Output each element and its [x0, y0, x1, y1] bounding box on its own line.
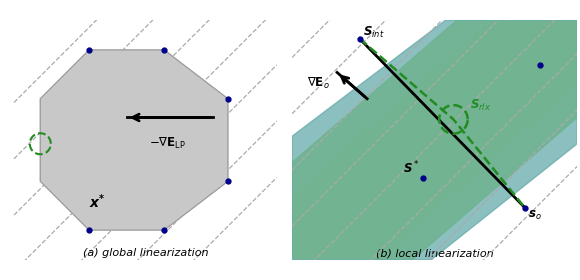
Text: $\boldsymbol{S}_{\mathit{int}}$: $\boldsymbol{S}_{\mathit{int}}$ — [363, 25, 385, 40]
Text: $\nabla \mathbf{E}_o$: $\nabla \mathbf{E}_o$ — [307, 76, 329, 91]
Polygon shape — [292, 20, 577, 260]
Polygon shape — [40, 50, 228, 230]
Text: $\boldsymbol{x}^{\boldsymbol{*}}$: $\boldsymbol{x}^{\boldsymbol{*}}$ — [89, 192, 106, 211]
Text: $-\nabla \mathbf{E}_{\mathrm{LP}}$: $-\nabla \mathbf{E}_{\mathrm{LP}}$ — [149, 136, 186, 151]
Text: $\boldsymbol{S}^*$: $\boldsymbol{S}^*$ — [403, 160, 419, 177]
Text: $\boldsymbol{s}_o$: $\boldsymbol{s}_o$ — [528, 209, 542, 222]
Polygon shape — [292, 20, 577, 260]
Text: (b) local linearization: (b) local linearization — [376, 248, 494, 258]
Polygon shape — [292, 20, 577, 260]
Text: (a) global linearization: (a) global linearization — [82, 248, 208, 258]
Text: $\boldsymbol{S}_{\mathit{rlx}}$: $\boldsymbol{S}_{\mathit{rlx}}$ — [470, 98, 491, 113]
